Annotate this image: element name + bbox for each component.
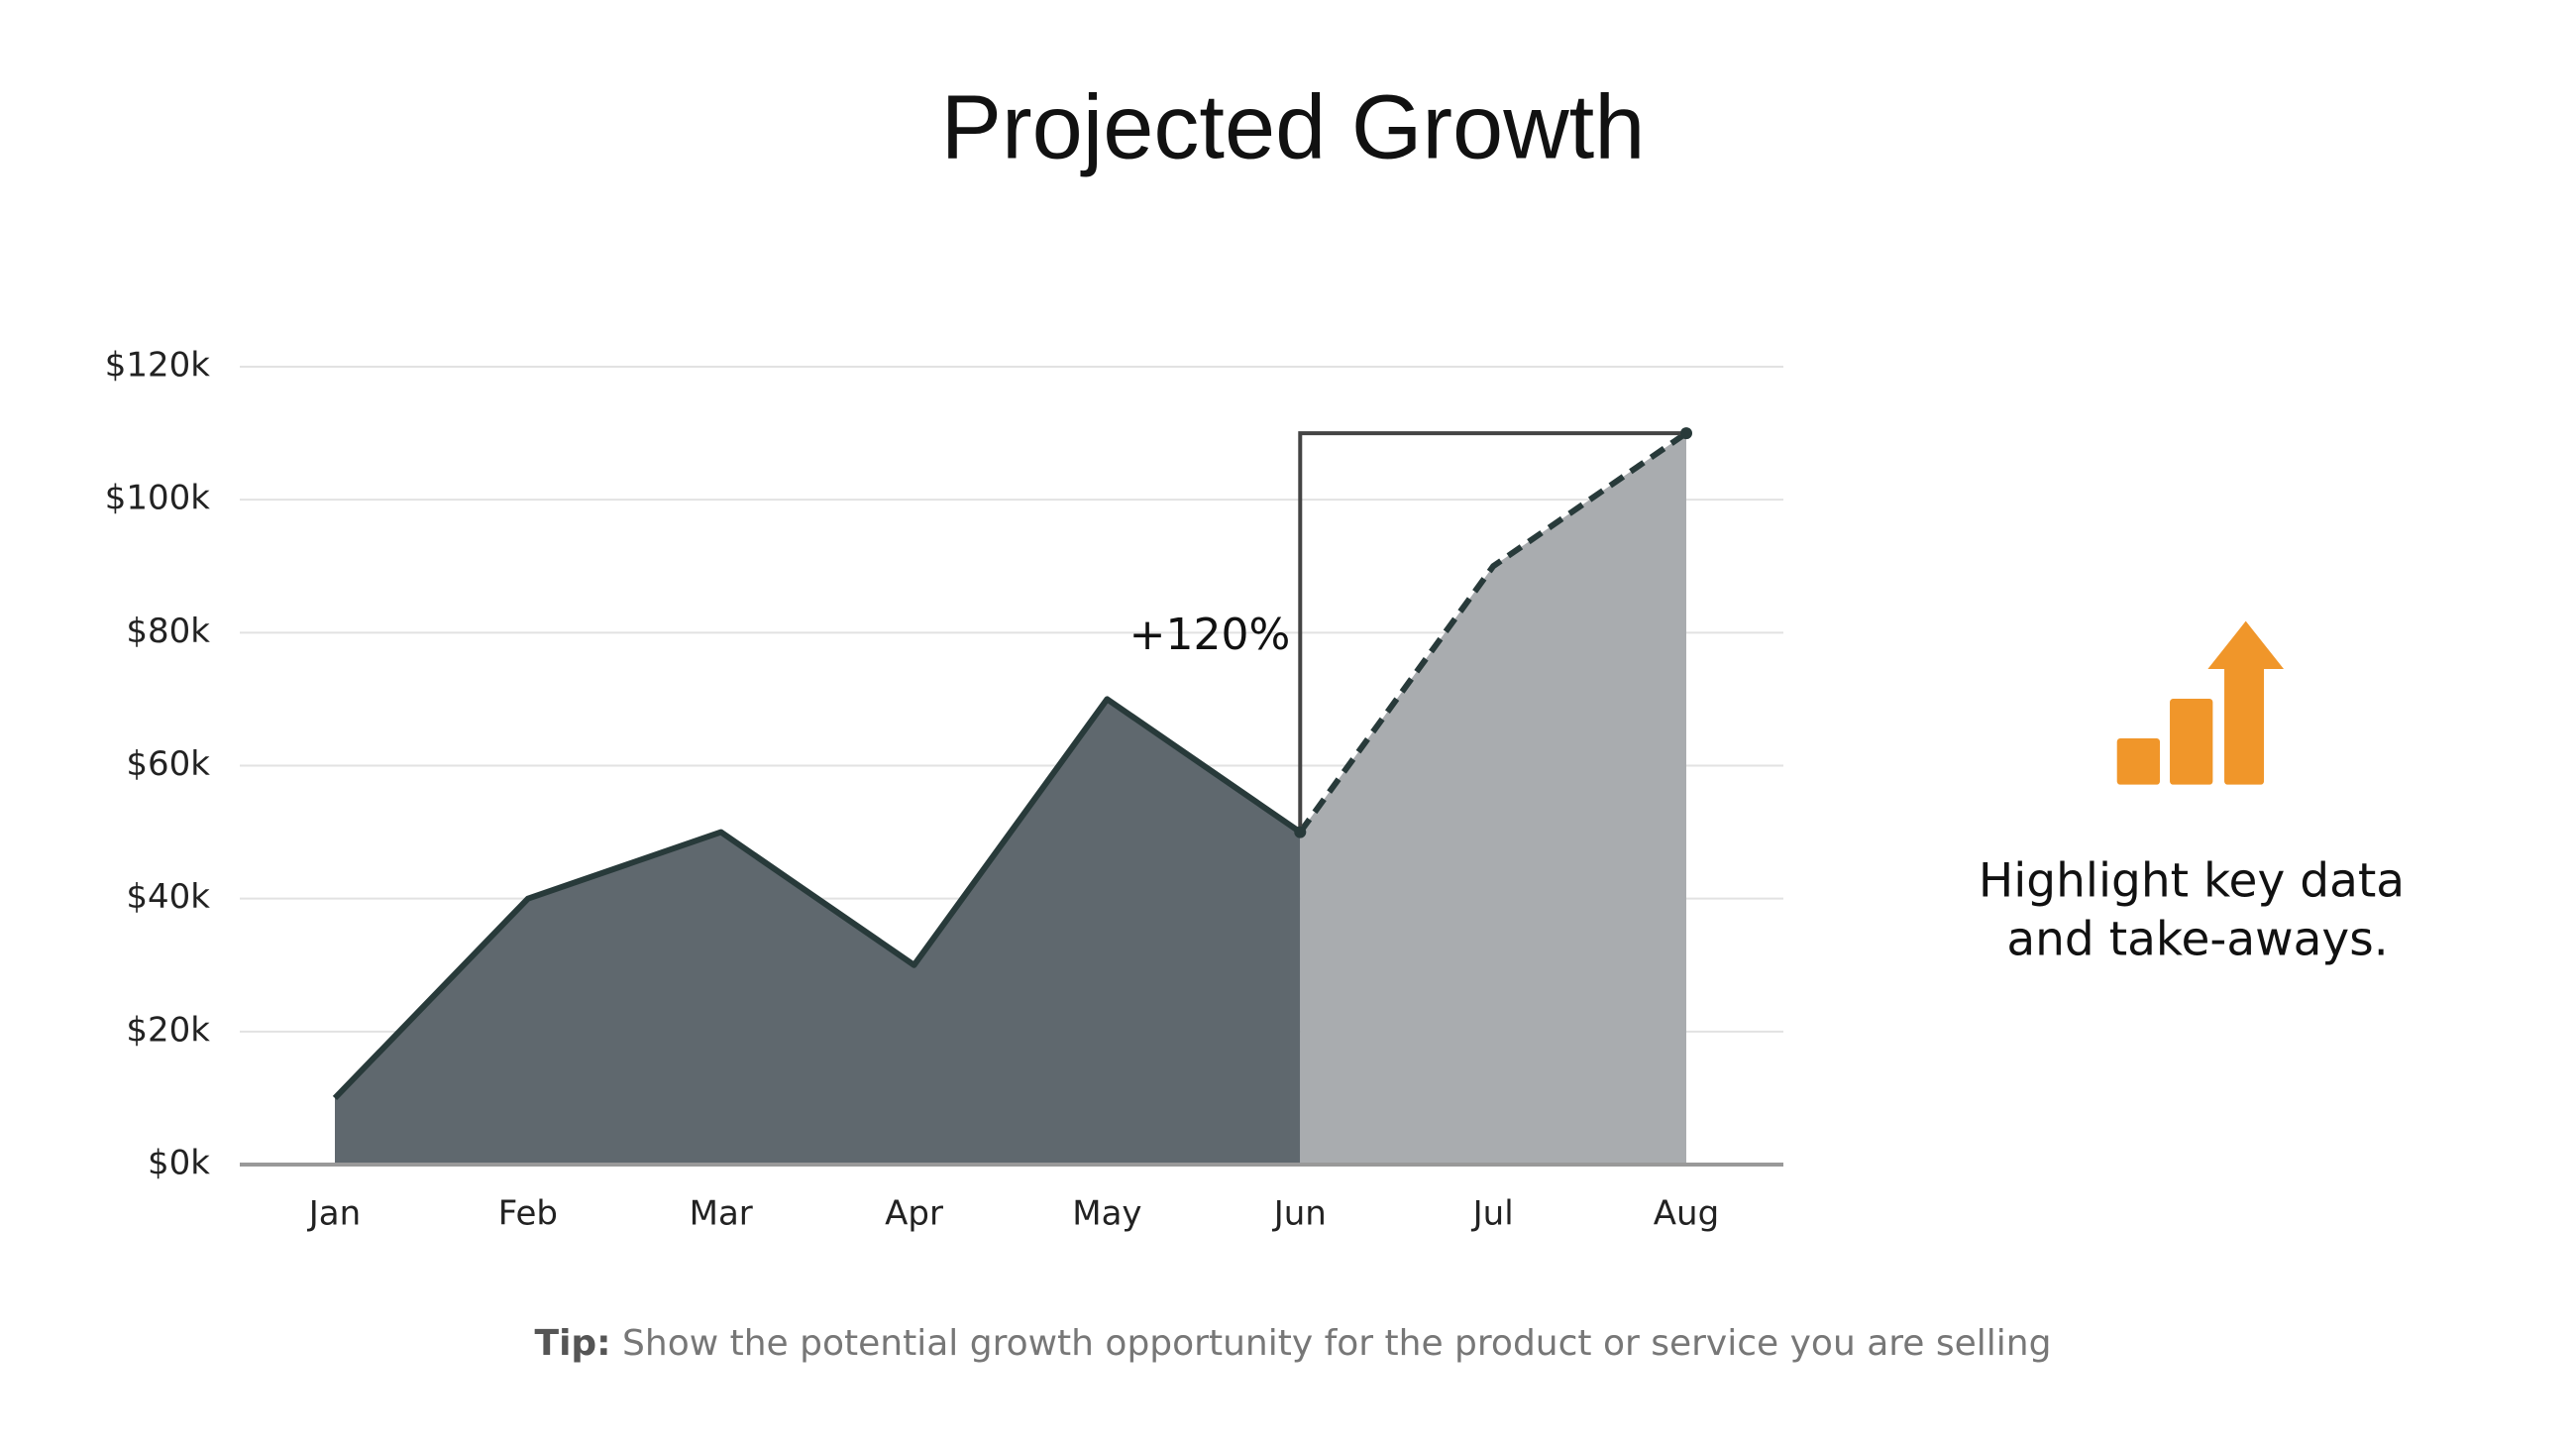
point bbox=[1294, 826, 1307, 838]
tip-text: Show the potential growth opportunity fo… bbox=[622, 1323, 2051, 1364]
y-tick-label: $20k bbox=[126, 1010, 210, 1050]
tip: Tip: Show the potential growth opportuni… bbox=[535, 1323, 2052, 1364]
x-tick-label: Jan bbox=[307, 1194, 361, 1234]
callout-line: Highlight key data bbox=[1979, 854, 2405, 909]
line bbox=[332, 696, 1302, 1101]
x-tick-label: Feb bbox=[498, 1194, 558, 1234]
tip-label: Tip: bbox=[535, 1323, 611, 1364]
y-tick-label: $60k bbox=[126, 744, 210, 784]
growth-icon bbox=[2116, 620, 2285, 785]
y-tick-label: $0k bbox=[148, 1144, 210, 1183]
annotation: +120% bbox=[1129, 610, 1291, 660]
y-tick-label: $100k bbox=[105, 479, 211, 518]
area bbox=[335, 699, 1301, 1165]
icon-bar bbox=[2116, 738, 2161, 785]
x-tick-label: Jun bbox=[1272, 1194, 1327, 1234]
annotation-bracket bbox=[1298, 431, 1686, 833]
x-tick-label: May bbox=[1072, 1194, 1141, 1234]
x-tick-label: Apr bbox=[885, 1194, 943, 1234]
x-tick-label: Aug bbox=[1654, 1194, 1719, 1234]
callout-line: and take-aways. bbox=[2006, 913, 2388, 967]
icon-arrow-shaft bbox=[2224, 664, 2265, 785]
x-tick-label: Jul bbox=[1471, 1194, 1514, 1234]
y-tick-label: $120k bbox=[105, 346, 211, 386]
x-tick-label: Mar bbox=[690, 1194, 753, 1234]
y-tick-label: $40k bbox=[126, 877, 210, 917]
icon-bar bbox=[2170, 699, 2213, 785]
line bbox=[1297, 430, 1688, 835]
chart-title: Projected Growth bbox=[941, 76, 1646, 177]
area bbox=[1300, 433, 1686, 1165]
point bbox=[1680, 427, 1692, 440]
y-tick-label: $80k bbox=[126, 612, 210, 651]
plot bbox=[240, 366, 1783, 1167]
icon-arrow-head bbox=[2207, 620, 2285, 670]
